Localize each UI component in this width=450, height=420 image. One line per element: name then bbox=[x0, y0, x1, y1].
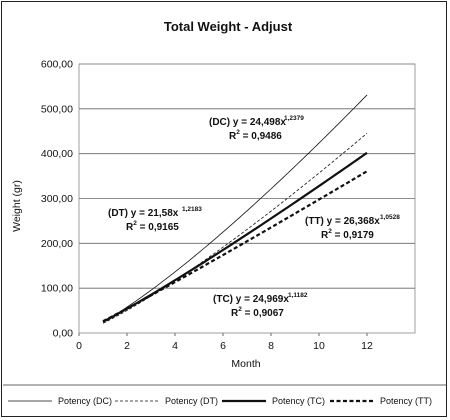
x-axis-label: Month bbox=[231, 358, 260, 370]
y-tick-labels: 0,00 100,00 200,00 300,00 400,00 500,00 600,00 bbox=[41, 59, 73, 340]
x-tick-label: 6 bbox=[220, 340, 226, 352]
y-tick-label: 300,00 bbox=[41, 193, 73, 205]
equation-dc: (DC) y = 24,498x 1,2379 R2 = 0,9486 bbox=[209, 115, 304, 142]
series-line-4 bbox=[102, 170, 368, 323]
equation-dt-exp: 1,2183 bbox=[182, 206, 202, 213]
equation-dt-line1: (DT) y = 21,58x bbox=[108, 208, 179, 219]
equation-dt-line2: R2 = 0,9165 bbox=[126, 220, 179, 233]
equation-tc-line2: R2 = 0,9067 bbox=[231, 306, 284, 319]
equation-tt: (TT) y = 26,368x 1,0528 R2 = 0,9179 bbox=[305, 214, 400, 241]
legend-label: Potency (TT) bbox=[380, 396, 432, 406]
x-tick-label: 12 bbox=[361, 340, 373, 352]
series-line-1 bbox=[102, 94, 368, 323]
x-tick-label: 8 bbox=[268, 340, 274, 352]
equation-dc-exp: 1,2379 bbox=[284, 115, 304, 122]
y-tick-label: 400,00 bbox=[41, 148, 73, 160]
x-tick-label: 4 bbox=[172, 340, 178, 352]
equation-tc-exp: 1,1182 bbox=[288, 292, 308, 299]
equation-tc: (TC) y = 24,969x 1,1182 R2 = 0,9067 bbox=[213, 292, 308, 319]
equation-tt-line2: R2 = 0,9179 bbox=[321, 228, 374, 241]
equation-dc-line1: (DC) y = 24,498x bbox=[209, 117, 286, 128]
x-tick-label: 0 bbox=[76, 340, 82, 352]
y-tick-label: 0,00 bbox=[53, 328, 74, 340]
equation-dt: (DT) y = 21,58x 1,2183 R2 = 0,9165 bbox=[108, 206, 202, 233]
equation-tt-exp: 1,0528 bbox=[380, 214, 400, 221]
series-line-3 bbox=[102, 151, 368, 323]
y-tick-label: 100,00 bbox=[41, 283, 73, 295]
legend-label: Potency (DC) bbox=[58, 396, 112, 406]
x-tick-label: 10 bbox=[313, 340, 325, 352]
equation-tt-line1: (TT) y = 26,368x bbox=[305, 216, 380, 227]
x-tick-labels: 0 2 4 6 8 10 12 bbox=[76, 333, 373, 352]
legend-label: Potency (DT) bbox=[165, 396, 218, 406]
y-tick-label: 600,00 bbox=[41, 59, 73, 71]
equation-tc-line1: (TC) y = 24,969x bbox=[213, 294, 289, 305]
y-tick-label: 500,00 bbox=[41, 103, 73, 115]
series-lines bbox=[102, 94, 368, 324]
plot-area bbox=[78, 63, 416, 334]
legend: Potency (DC) Potency (DT) Potency (TC) Pote… bbox=[8, 396, 432, 406]
y-axis-label: Weight (gr) bbox=[11, 180, 23, 232]
legend-label: Potency (TC) bbox=[272, 396, 325, 406]
y-tick-label: 200,00 bbox=[41, 238, 73, 250]
equation-dc-line2: R2 = 0,9486 bbox=[229, 129, 282, 142]
chart-title: Total Weight - Adjust bbox=[164, 19, 293, 34]
x-tick-label: 2 bbox=[124, 340, 130, 352]
